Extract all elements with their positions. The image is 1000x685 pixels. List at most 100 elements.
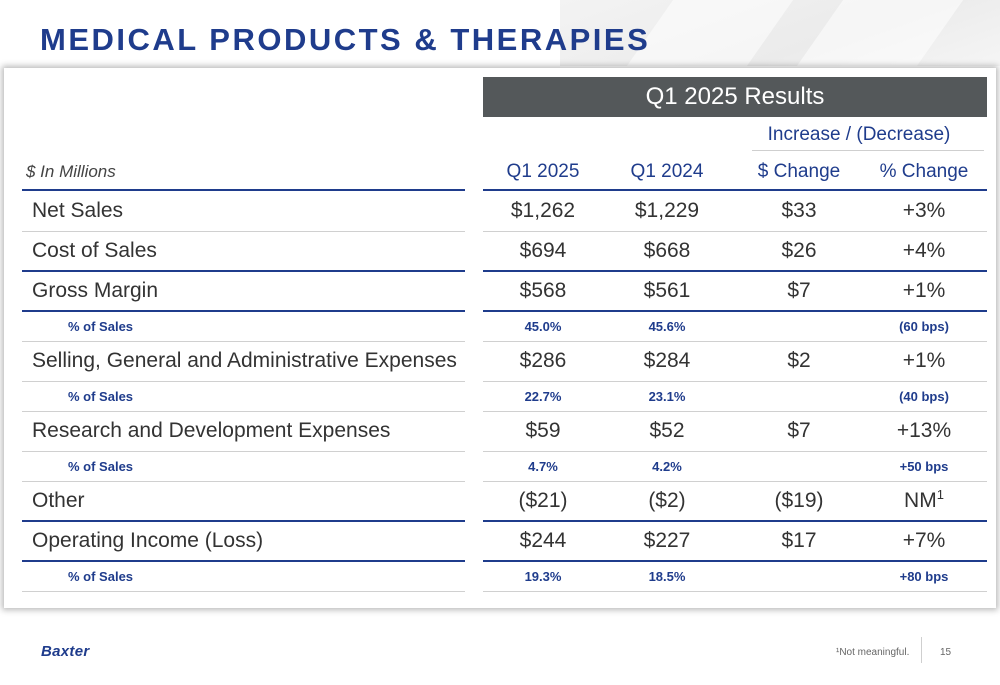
dollar-change-cell: $17 [744,529,854,553]
cell-value: +80 bps [899,569,949,584]
q1-2025-cell: $568 [488,279,598,303]
q1-2025-cell: $286 [488,349,598,373]
row-divider [22,560,465,562]
q1-2025-cell: 45.0% [488,319,598,334]
row-label: Research and Development Expenses [32,419,391,442]
cell-value: +50 bps [899,459,949,474]
cell-value: (40 bps) [899,389,949,404]
row-divider [483,591,987,592]
row-divider [22,591,465,592]
cell-value: (60 bps) [899,319,949,334]
table-row: Operating Income (Loss) $244 $227 $17 +7% [4,521,996,561]
row-label: Other [32,489,85,512]
percent-change-cell: +7% [869,529,979,553]
cell-value: $561 [643,279,691,302]
row-divider [22,381,465,382]
column-header-percent-change: % Change [879,161,969,182]
cell-value: +4% [902,239,946,262]
column-header-dollar-change: $ Change [757,161,841,182]
row-divider [22,231,465,232]
q1-2024-cell: 23.1% [612,389,722,404]
cell-value: $52 [649,419,685,442]
cell-value: $227 [643,529,691,552]
percent-change-cell: +1% [869,349,979,373]
dollar-change-cell: $26 [744,239,854,263]
dollar-change-cell: $7 [744,419,854,443]
cell-value: $1,262 [510,199,576,222]
cell-value: +1% [902,349,946,372]
q1-2025-cell: $1,262 [488,199,598,223]
table-row: Selling, General and Administrative Expe… [4,341,996,381]
cell-value: +7% [902,529,946,552]
percent-change-cell: +4% [869,239,979,263]
row-label: Gross Margin [32,279,159,302]
row-divider [22,481,465,482]
percent-change-cell: (40 bps) [869,389,979,404]
percent-change-cell: NM1 [869,487,979,513]
row-label: % of Sales [68,389,134,404]
percent-of-sales-row: % of Sales 22.7% 23.1% (40 bps) [4,381,996,411]
row-label: % of Sales [68,459,134,474]
cell-value: 18.5% [648,569,686,584]
dollar-change-cell: $2 [744,349,854,373]
cell-value: 4.7% [528,459,558,474]
increase-decrease-header: Increase / (Decrease) [767,124,951,145]
cell-value: 4.2% [652,459,682,474]
q1-2024-cell: $52 [612,419,722,443]
cell-value: +1% [902,279,946,302]
cell-value: $7 [787,419,811,442]
percent-change-cell: (60 bps) [869,319,979,334]
q1-2025-cell: ($21) [488,489,598,513]
cell-value: 23.1% [648,389,686,404]
q1-2025-cell: 22.7% [488,389,598,404]
q1-2024-cell: $668 [612,239,722,263]
percent-of-sales-row: % of Sales 4.7% 4.2% +50 bps [4,451,996,481]
header-divider-right [483,189,987,191]
results-table-panel: Q1 2025 Results Increase / (Decrease) $ … [4,68,996,608]
row-divider [483,231,987,232]
table-row: Other ($21) ($2) ($19) NM1 [4,481,996,521]
cell-value: ($19) [774,489,824,512]
row-label: Selling, General and Administrative Expe… [32,349,457,372]
cell-value: $59 [525,419,561,442]
footnote-marker: 1 [936,487,944,502]
row-divider [483,520,987,522]
row-divider [483,270,987,272]
cell-value: $26 [781,239,817,262]
q1-2024-cell: 4.2% [612,459,722,474]
cell-value: ($21) [518,489,568,512]
row-label: Net Sales [32,199,124,222]
results-header: Q1 2025 Results [483,77,987,117]
row-divider [483,411,987,412]
q1-2025-cell: $694 [488,239,598,263]
row-label: Operating Income (Loss) [32,529,264,552]
cell-value: $1,229 [634,199,700,222]
row-divider [22,270,465,272]
row-label: Cost of Sales [32,239,157,262]
cell-value: $568 [519,279,567,302]
cell-value: $286 [519,349,567,372]
column-header-q1-2024: Q1 2024 [630,161,704,182]
cell-value: 45.6% [648,319,686,334]
percent-change-cell: +13% [869,419,979,443]
cell-value: ($2) [648,489,686,512]
cell-value: $33 [781,199,817,222]
q1-2024-cell: $284 [612,349,722,373]
row-divider [483,451,987,452]
cell-value: +3% [902,199,946,222]
q1-2024-cell: 18.5% [612,569,722,584]
page-number: 15 [940,647,952,658]
q1-2025-cell: 19.3% [488,569,598,584]
dollar-change-cell: $7 [744,279,854,303]
cell-value: $7 [787,279,811,302]
q1-2024-cell: $561 [612,279,722,303]
baxter-logo: Baxter [41,643,90,660]
row-divider [22,451,465,452]
increase-decrease-underline [752,150,984,151]
cell-value: $17 [781,529,817,552]
row-divider [22,411,465,412]
footer-divider [921,637,922,663]
row-label: % of Sales [68,569,134,584]
footnote: ¹Not meaningful. [836,647,910,658]
cell-value: +13% [896,419,952,442]
